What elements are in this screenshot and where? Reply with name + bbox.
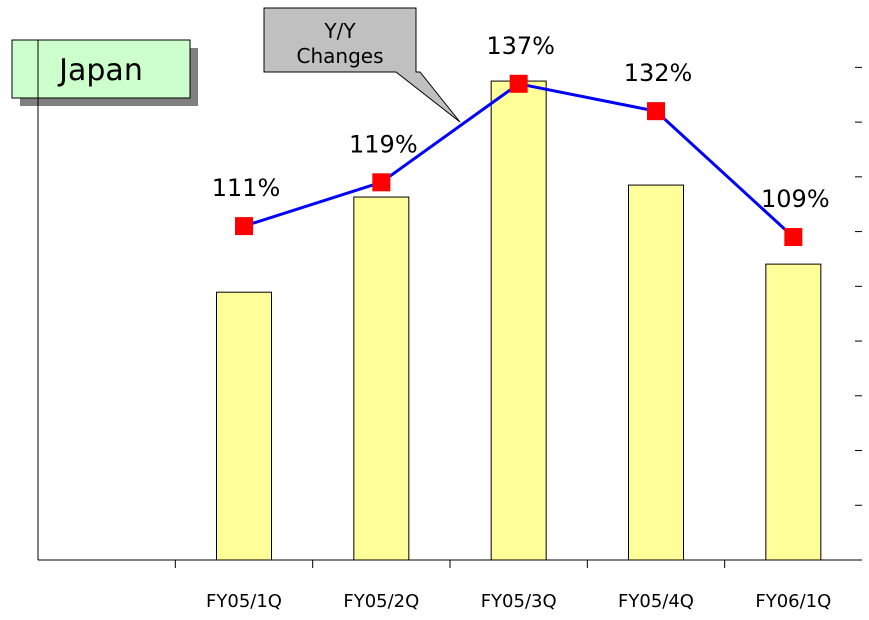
bar: [765, 263, 822, 561]
data-label: 119%: [349, 130, 418, 158]
data-label: 132%: [624, 59, 693, 87]
callout-box: [263, 7, 461, 123]
callout-text: Changes: [297, 44, 384, 68]
marker: [509, 74, 528, 93]
x-tick-label: FY05/4Q: [618, 591, 694, 612]
marker: [784, 228, 803, 247]
marker: [647, 102, 665, 121]
bar: [628, 184, 684, 561]
x-tick-label: FY06/1Q: [755, 591, 831, 612]
data-label: 137%: [486, 32, 555, 60]
bar: [353, 196, 410, 561]
chart-title: Japan: [57, 53, 143, 88]
callout-text: Y/Y: [323, 19, 356, 43]
marker: [372, 173, 391, 192]
x-tick-label: FY05/3Q: [481, 591, 557, 612]
marker: [235, 217, 253, 236]
data-label: 111%: [212, 174, 281, 202]
x-tick-label: FY05/2Q: [343, 591, 419, 612]
title-box: [11, 39, 191, 99]
bar: [490, 80, 547, 561]
bar: [216, 291, 272, 561]
x-tick-label: FY05/1Q: [206, 591, 282, 612]
data-label: 109%: [761, 185, 830, 213]
